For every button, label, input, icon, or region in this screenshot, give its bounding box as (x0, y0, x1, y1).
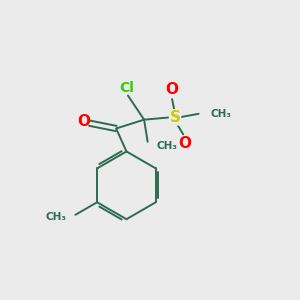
Text: CH₃: CH₃ (45, 212, 66, 222)
Text: CH₃: CH₃ (210, 109, 231, 119)
Text: O: O (178, 136, 191, 151)
Text: O: O (77, 114, 90, 129)
Text: S: S (169, 110, 181, 125)
Text: Cl: Cl (119, 81, 134, 95)
Text: CH₃: CH₃ (157, 141, 178, 151)
Text: O: O (166, 82, 178, 97)
